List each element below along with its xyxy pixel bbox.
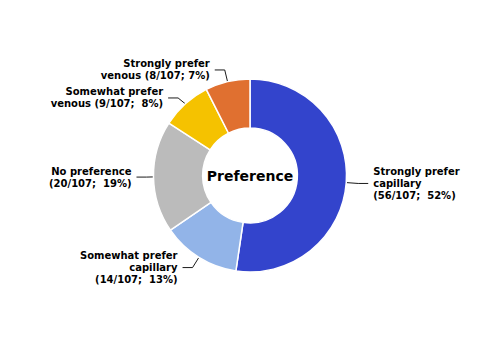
svg-text:venous (9/107; 8%): venous (9/107; 8%) — [51, 98, 163, 109]
svg-text:Preference: Preference — [207, 168, 293, 184]
svg-text:(56/107; 52%): (56/107; 52%) — [373, 190, 455, 201]
svg-text:No preference: No preference — [51, 166, 131, 177]
svg-text:(14/107; 13%): (14/107; 13%) — [95, 274, 177, 285]
svg-text:capillary: capillary — [129, 262, 178, 273]
svg-text:Somewhat prefer: Somewhat prefer — [66, 86, 164, 97]
svg-text:Strongly prefer: Strongly prefer — [373, 166, 459, 177]
svg-text:(20/107; 19%): (20/107; 19%) — [49, 178, 131, 189]
svg-text:Somewhat prefer: Somewhat prefer — [80, 250, 178, 261]
svg-text:venous (8/107; 7%): venous (8/107; 7%) — [101, 70, 210, 81]
svg-text:capillary: capillary — [373, 178, 422, 189]
svg-text:Strongly prefer: Strongly prefer — [123, 58, 209, 69]
